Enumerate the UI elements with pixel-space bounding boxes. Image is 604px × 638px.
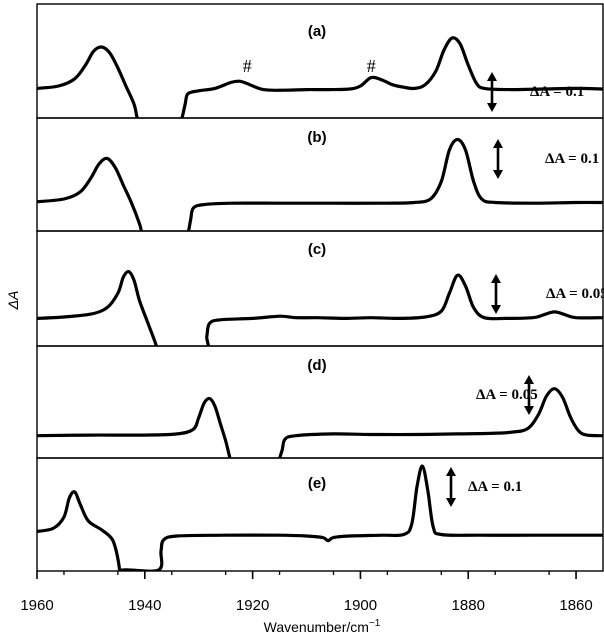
scale-arrow-icon bbox=[446, 467, 456, 507]
panel-label: (d) bbox=[307, 357, 326, 374]
spectrum-trace bbox=[37, 387, 603, 458]
scale-arrow-icon bbox=[493, 139, 503, 179]
y-axis-title: ΔA bbox=[5, 291, 21, 311]
spectrum-trace bbox=[37, 137, 603, 231]
scale-arrow-icon bbox=[524, 375, 534, 415]
spectrum-trace bbox=[37, 36, 603, 118]
x-tick-label: 1900 bbox=[344, 597, 377, 614]
x-axis-title-superscript: −1 bbox=[369, 618, 381, 629]
x-tick-label: 1880 bbox=[452, 597, 485, 614]
spectrum-line bbox=[37, 45, 139, 118]
panel-frame bbox=[36, 457, 604, 572]
panel-label: (e) bbox=[308, 475, 326, 492]
scale-label: ΔA = 0.1 bbox=[530, 84, 584, 100]
spectrum-line bbox=[186, 137, 603, 231]
spectrum-line bbox=[37, 490, 122, 571]
spectrum-line bbox=[37, 269, 158, 346]
spectrum-line bbox=[205, 273, 603, 346]
panel-label: (b) bbox=[307, 129, 326, 146]
hash-annotation: # bbox=[243, 56, 252, 76]
panel-label: (c) bbox=[308, 241, 326, 258]
spectrum-line bbox=[278, 387, 603, 458]
scale-arrow-icon bbox=[491, 274, 501, 314]
scale-arrow-icon bbox=[487, 72, 497, 112]
hash-annotation: # bbox=[367, 56, 376, 76]
spectrum-panel: (d) ΔA = 0.05 bbox=[36, 345, 604, 459]
scale-label: ΔA = 0.1 bbox=[468, 479, 522, 495]
x-tick-label: 1860 bbox=[559, 597, 592, 614]
panels-layer: (a) ΔA = 0.1 # # (b) ΔA = 0.1 (c) ΔA = 0.05 (d) Δ… bbox=[36, 3, 604, 572]
spectrum-line bbox=[37, 396, 232, 458]
spectrum-panel: (c) ΔA = 0.05 bbox=[36, 230, 604, 347]
spectrum-trace bbox=[37, 464, 603, 571]
spectrum-panel: (b) ΔA = 0.1 bbox=[36, 117, 604, 232]
spectrum-line bbox=[117, 464, 603, 571]
scale-label: ΔA = 0.05 bbox=[546, 286, 604, 302]
spectrum-trace bbox=[37, 269, 603, 346]
spectrum-panel: (a) ΔA = 0.1 # # bbox=[36, 3, 604, 119]
x-axis: 1960 1940 1920 1900 1880 1860 bbox=[20, 571, 593, 614]
panel-label: (a) bbox=[308, 23, 326, 40]
x-tick-label: 1920 bbox=[236, 597, 269, 614]
x-axis-title: Wavenumber/cm−1 bbox=[264, 618, 381, 635]
spectrum-line bbox=[37, 156, 144, 231]
spectrum-panel: (e) ΔA = 0.1 bbox=[36, 457, 604, 572]
panel-frame bbox=[36, 3, 604, 119]
x-tick-label: 1960 bbox=[20, 597, 53, 614]
x-tick-label: 1940 bbox=[128, 597, 161, 614]
scale-label: ΔA = 0.05 bbox=[476, 387, 538, 403]
x-axis-title-text: Wavenumber/cm bbox=[264, 619, 369, 635]
spectrum-line bbox=[180, 36, 603, 118]
scale-label: ΔA = 0.1 bbox=[545, 151, 599, 167]
